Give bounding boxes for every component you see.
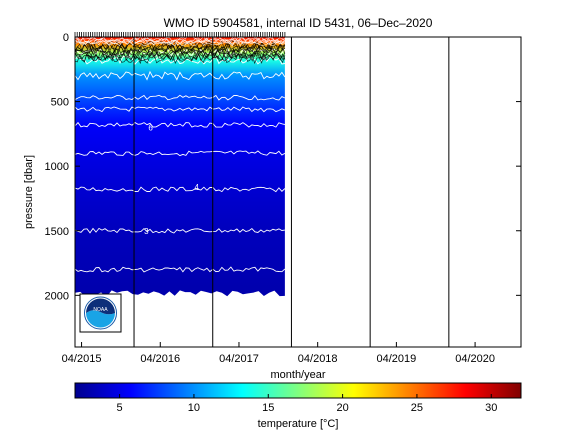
contour-label: 6 (148, 123, 153, 132)
colorbar-tick-label: 25 (411, 402, 423, 414)
x-axis-label: month/year (270, 369, 325, 381)
colorbar-label: temperature [°C] (258, 418, 339, 430)
colorbar (74, 382, 522, 399)
surface-contour (75, 40, 285, 47)
x-tick-label: 04/2015 (62, 353, 102, 365)
year-boundary-lines (133, 37, 450, 347)
isotherm-line (75, 106, 286, 113)
thermocline-contour (75, 42, 286, 54)
thermocline-contour (75, 47, 286, 58)
isotherm-line (75, 121, 286, 128)
x-tick-label: 04/2018 (298, 353, 338, 365)
x-axis: 04/2015 04/2016 04/2017 04/2018 04/2019 04/20… (62, 342, 495, 365)
x-tick-label: 04/2016 (140, 353, 180, 365)
y-tick-label: 500 (51, 97, 69, 109)
isotherm-line (75, 266, 286, 273)
plot-frame (74, 36, 522, 348)
x-tick-label: 04/2019 (376, 353, 416, 365)
isotherm-lines (75, 47, 286, 273)
contour-label: 3 (144, 227, 149, 236)
colorbar-tick-label: 20 (336, 402, 348, 414)
colorbar-tick-label: 5 (117, 402, 123, 414)
x-tick-label: 04/2020 (455, 353, 495, 365)
colorbar-tick-label: 15 (262, 402, 274, 414)
surface-mixed-layer (75, 37, 286, 65)
y-tick-label: 1000 (45, 161, 69, 173)
isotherm-line (75, 150, 286, 157)
isotherm-line (75, 227, 285, 234)
isotherm-line (75, 186, 286, 193)
profile-tick-marks (74, 32, 286, 37)
isotherm-line (75, 94, 286, 101)
colorbar-tick-label: 30 (485, 402, 497, 414)
contour-labels: 6 4 3 (144, 123, 199, 235)
colorbar-tick-label: 10 (188, 402, 200, 414)
isotherm-line (75, 70, 286, 81)
chart-title: WMO ID 5904581, internal ID 5431, 06–Dec… (164, 16, 433, 30)
thermocline-contour (75, 53, 286, 65)
y-axis-label: pressure [dbar] (23, 155, 35, 229)
svg-text:NOAA: NOAA (93, 307, 108, 313)
y-tick-label: 0 (63, 32, 69, 44)
y-axis: 0 500 1000 1500 2000 (45, 32, 521, 302)
noaa-logo: NOAA (79, 293, 122, 333)
plot-content (75, 37, 286, 297)
x-tick-label: 04/2017 (219, 353, 259, 365)
temperature-field (75, 37, 285, 297)
colorbar-ticks: 5 10 15 20 25 30 (117, 394, 497, 414)
contour-label: 4 (194, 183, 199, 192)
y-tick-label: 2000 (45, 290, 69, 302)
y-tick-label: 1500 (45, 226, 69, 238)
surface-contour (75, 37, 286, 42)
